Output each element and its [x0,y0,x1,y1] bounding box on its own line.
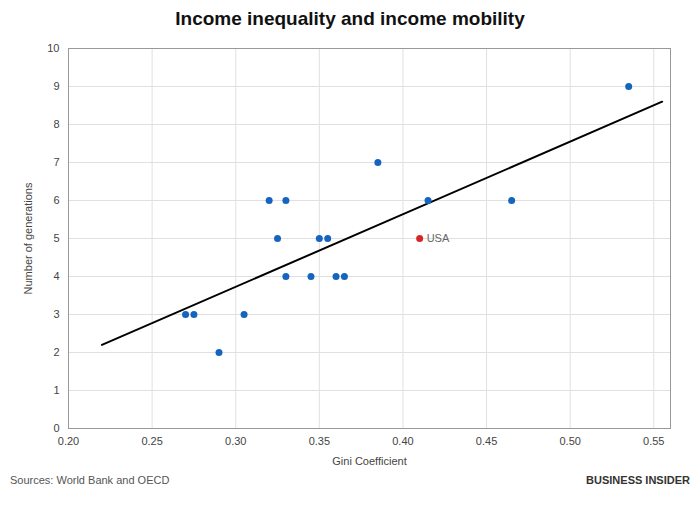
svg-text:0: 0 [53,422,59,434]
svg-text:0.25: 0.25 [141,435,162,447]
svg-text:0.30: 0.30 [225,435,246,447]
svg-text:8: 8 [53,118,59,130]
html-text:Sources: World Bank and OECD: Sources: World Bank and OECD [10,474,170,486]
svg-text:USA: USA [427,232,450,244]
svg-text:2: 2 [53,346,59,358]
svg-text:3: 3 [53,308,59,320]
svg-text:6: 6 [53,194,59,206]
html-text:BUSINESS INSIDER: BUSINESS INSIDER [586,474,690,486]
svg-text:0.45: 0.45 [476,435,497,447]
svg-text:5: 5 [53,232,59,244]
svg-text:1: 1 [53,384,59,396]
svg-text:0.20: 0.20 [58,435,79,447]
html-text:Income inequality and income m: Income inequality and income mobility [175,8,525,29]
svg-text:7: 7 [53,156,59,168]
svg-text:0.55: 0.55 [643,435,664,447]
svg-text:0.35: 0.35 [309,435,330,447]
svg-text:9: 9 [53,80,59,92]
svg-text:Number of generations: Number of generations [22,182,34,294]
svg-text:Gini Coefficient: Gini Coefficient [332,455,406,467]
svg-text:0.40: 0.40 [392,435,413,447]
svg-text:4: 4 [53,270,59,282]
svg-text:10: 10 [47,42,59,54]
svg-text:0.50: 0.50 [559,435,580,447]
